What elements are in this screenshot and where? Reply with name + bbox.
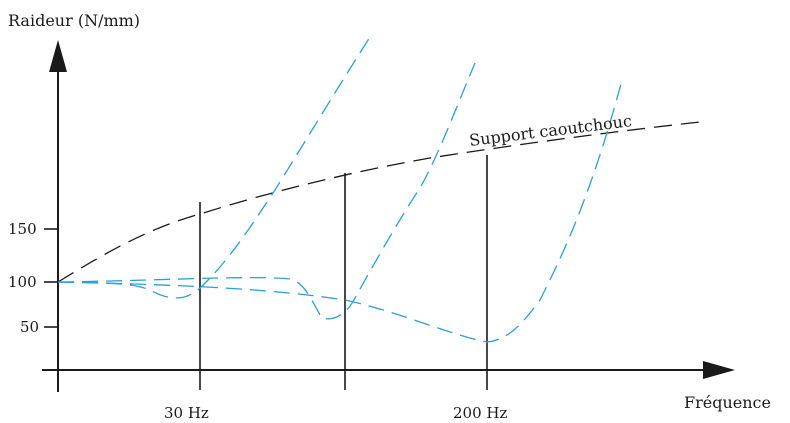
y-ticks: 150 100 50 [8,220,58,336]
y-tick-label-100: 100 [8,273,37,291]
x-axis-label: Fréquence [684,393,771,412]
x-tick-label-200hz: 200 Hz [453,404,507,422]
vertical-markers: 30 Hz 200 Hz [164,155,507,422]
series-blue-1 [57,36,371,299]
x-axis-arrow [703,361,735,379]
y-axis-arrow [49,40,67,72]
x-tick-label-30hz: 30 Hz [164,404,209,422]
y-tick-label-150: 150 [8,220,37,238]
y-tick-label-50: 50 [20,318,39,336]
y-axis-label: Raideur (N/mm) [8,11,140,30]
annotation-support-caoutchouc: Support caoutchouc [468,111,633,150]
series-blue-3 [57,79,623,343]
series-blue-2 [57,62,476,320]
series-support-caoutchouc [57,121,701,283]
series-layer [57,36,701,343]
